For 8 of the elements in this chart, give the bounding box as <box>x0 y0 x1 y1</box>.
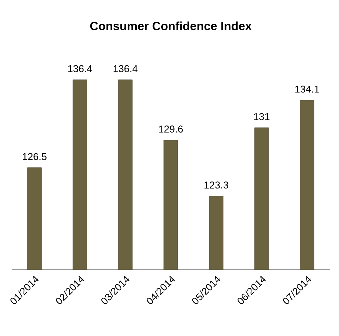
data-label: 136.4 <box>68 65 92 72</box>
data-label: 136.4 <box>114 65 138 72</box>
data-label: 131 <box>254 113 270 120</box>
chart-title: Consumer Confidence Index <box>90 22 252 30</box>
data-label: 129.6 <box>159 126 184 133</box>
data-label: 126.5 <box>23 153 47 160</box>
data-label: 134.1 <box>296 86 320 93</box>
data-label: 123.3 <box>204 182 228 189</box>
